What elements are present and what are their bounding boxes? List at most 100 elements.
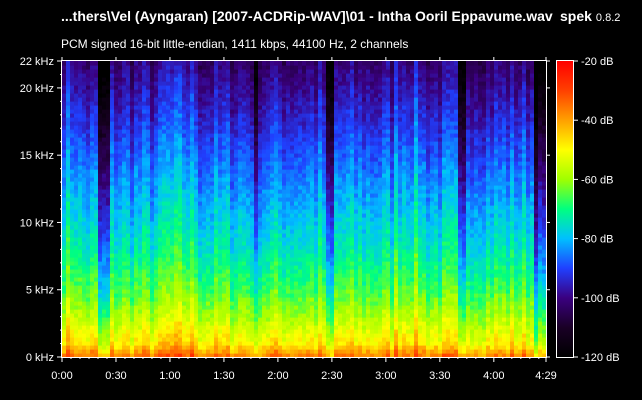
spectrogram-cell [74, 129, 79, 134]
spectrogram-cell [66, 229, 71, 234]
spectrogram-cell [234, 173, 239, 178]
spectrogram-cell [138, 169, 143, 174]
spectrogram-cell [250, 69, 255, 74]
spectrogram-cell [266, 241, 271, 246]
spectrogram-cell [322, 125, 327, 130]
spectrogram-cell [90, 89, 95, 94]
spectrogram-cell [74, 297, 79, 302]
spectrogram-cell [186, 201, 191, 206]
spectrogram-cell [190, 193, 195, 198]
spectrogram-cell [94, 253, 99, 258]
spectrogram-cell [322, 101, 327, 106]
spectrogram-cell [278, 285, 283, 290]
spectrogram-cell [310, 217, 315, 222]
spectrogram-cell [214, 229, 219, 234]
spectrogram-cell [138, 245, 143, 250]
spectrogram-cell [254, 117, 259, 122]
spectrogram-cell [118, 89, 123, 94]
spectrogram-cell [318, 169, 323, 174]
spectrogram-cell [170, 225, 175, 230]
spectrogram-cell [254, 329, 259, 334]
spectrogram-cell [282, 113, 287, 118]
spectrogram-cell [62, 337, 67, 342]
spectrogram-cell [226, 213, 231, 218]
spectrogram-cell [102, 281, 107, 286]
spectrogram-cell [170, 185, 175, 190]
spectrogram-cell [114, 225, 119, 230]
spectrogram-cell [170, 109, 175, 114]
spectrogram-cell [182, 269, 187, 274]
spectrogram-cell [194, 157, 199, 162]
spectrogram-cell [246, 269, 251, 274]
spectrogram-cell [266, 189, 271, 194]
spectrogram-cell [214, 177, 219, 182]
spectrogram-cell [246, 321, 251, 326]
spectrogram-cell [314, 173, 319, 178]
spectrogram-cell [210, 261, 215, 266]
spectrogram-cell [266, 157, 271, 162]
spectrogram-cell [90, 189, 95, 194]
spectrogram-cell [262, 133, 267, 138]
spectrogram-cell [198, 269, 203, 274]
spectrogram-cell [234, 209, 239, 214]
spectrogram-cell [70, 181, 75, 186]
spectrogram-cell [234, 109, 239, 114]
spectrogram-cell [110, 197, 115, 202]
spectrogram-cell [278, 165, 283, 170]
spectrogram-cell [274, 65, 279, 70]
spectrogram-cell [230, 341, 235, 346]
spectrogram-cell [178, 197, 183, 202]
spectrogram-cell [110, 345, 115, 350]
spectrogram-cell [270, 213, 275, 218]
spectrogram-cell [162, 89, 167, 94]
spectrogram-cell [182, 117, 187, 122]
spectrogram-cell [242, 233, 247, 238]
spectrogram-cell [254, 77, 259, 82]
spectrogram-cell [186, 249, 191, 254]
spectrogram-cell [78, 353, 83, 358]
spectrogram-cell [258, 73, 263, 78]
spectrogram-cell [286, 125, 291, 130]
spectrogram-cell [118, 149, 123, 154]
spectrogram-cell [182, 165, 187, 170]
spectrogram-cell [318, 61, 323, 66]
spectrogram-cell [302, 229, 307, 234]
spectrogram-cell [298, 169, 303, 174]
spectrogram-cell [202, 93, 207, 98]
spectrogram-cell [282, 245, 287, 250]
spectrogram-cell [286, 321, 291, 326]
spectrogram-cell [298, 269, 303, 274]
spectrogram-cell [270, 165, 275, 170]
spectrogram-cell [78, 61, 83, 66]
spectrogram-cell [230, 205, 235, 210]
spectrogram-cell [74, 301, 79, 306]
spectrogram-cell [126, 173, 131, 178]
spectrogram-cell [262, 325, 267, 330]
spectrogram-cell [254, 257, 259, 262]
spectrogram-cell [314, 201, 319, 206]
spectrogram-cell [82, 301, 87, 306]
spectrogram-cell [166, 337, 171, 342]
spectrogram-cell [318, 65, 323, 70]
spectrogram-cell [98, 313, 103, 318]
spectrogram-cell [266, 217, 271, 222]
spectrogram-cell [110, 189, 115, 194]
spectrogram-cell [146, 289, 151, 294]
spectrogram-cell [62, 185, 67, 190]
spectrogram-cell [246, 217, 251, 222]
spectrogram-cell [282, 153, 287, 158]
spectrogram-cell [226, 289, 231, 294]
spectrogram-cell [146, 105, 151, 110]
spectrogram-cell [130, 325, 135, 330]
spectrogram-cell [210, 333, 215, 338]
spectrogram-cell [310, 333, 315, 338]
spectrogram-cell [110, 81, 115, 86]
spectrogram-cell [286, 109, 291, 114]
spectrogram-cell [306, 281, 311, 286]
spectrogram-cell [154, 197, 159, 202]
spectrogram-cell [322, 261, 327, 266]
spectrogram-cell [110, 181, 115, 186]
spectrogram-cell [270, 349, 275, 354]
spectrogram-cell [214, 209, 219, 214]
spectrogram-cell [162, 301, 167, 306]
